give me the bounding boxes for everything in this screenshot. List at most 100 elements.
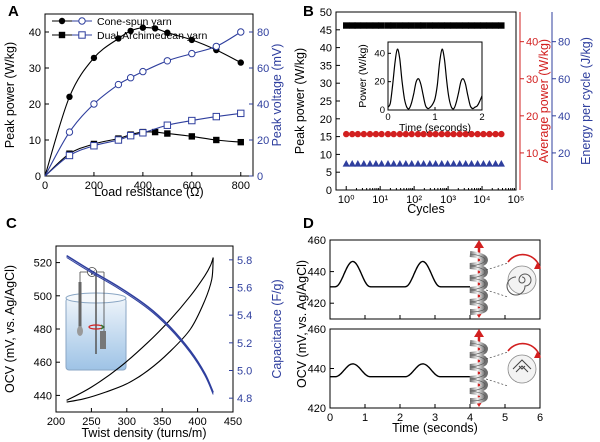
data-point-b xyxy=(450,130,457,138)
y-tick-label-left-b: 35 xyxy=(320,60,332,72)
x-tick-label-d: 5 xyxy=(502,412,508,424)
series-a xyxy=(44,24,245,177)
y-tick-label-mid-b: 10 xyxy=(526,148,538,160)
data-point-b xyxy=(419,160,428,167)
panel-c: C 200 250 300 350 400 450 440 460 480 500 520 4.8… xyxy=(3,215,284,440)
data-point-a xyxy=(66,93,73,101)
inset-y-axis-label: Power (W/kg) xyxy=(357,44,369,108)
data-point-a xyxy=(90,100,98,108)
y-tick-label-left-a: 20 xyxy=(29,99,41,111)
data-point-b xyxy=(420,22,427,29)
data-point-b xyxy=(444,160,452,167)
data-point-b xyxy=(408,22,415,29)
series-line-c xyxy=(66,257,214,401)
data-point-b xyxy=(348,160,356,167)
x-ticks-c: 200 250 300 350 400 450 xyxy=(47,408,242,428)
legend-marker-cone-voltage xyxy=(78,17,86,25)
data-point-b xyxy=(366,130,374,138)
data-point-b xyxy=(456,130,463,138)
x-ticks-a: 0 200 400 600 800 xyxy=(42,172,250,192)
beaker-illustration: V xyxy=(65,267,127,371)
data-point-a xyxy=(237,138,244,146)
data-point-a xyxy=(139,129,147,137)
data-point-a xyxy=(237,109,245,118)
x-tick-label-b: 10¹ xyxy=(372,194,388,206)
data-point-b xyxy=(354,22,362,29)
data-point-b xyxy=(390,130,397,138)
data-point-b xyxy=(396,22,404,29)
data-point-b xyxy=(366,160,374,167)
y-tick-label-left-b: 20 xyxy=(320,114,332,126)
data-point-a xyxy=(139,67,147,76)
data-point-b xyxy=(462,130,469,138)
y-tick-label-right-c: 4.8 xyxy=(237,393,252,405)
y-tick-label-d: 460 xyxy=(308,235,326,247)
data-point-b xyxy=(384,160,392,167)
y-tick-label-mid-b: 30 xyxy=(526,74,538,86)
ocv-trace-bottom xyxy=(329,363,470,378)
y-tick-label-right-a: 60 xyxy=(257,63,269,75)
x-tick-label-a: 600 xyxy=(183,180,201,192)
data-point-b xyxy=(349,130,356,138)
x-tick-label-d: 1 xyxy=(362,412,368,424)
x-tick-label-b: 10² xyxy=(406,194,422,206)
data-point-b xyxy=(377,160,386,167)
x-tick-label-c: 200 xyxy=(47,416,65,428)
data-point-b xyxy=(438,160,446,167)
electrode-left-tip xyxy=(77,326,83,336)
y-tick-label-left-b: 45 xyxy=(320,25,332,37)
x-tick-label-a: 0 xyxy=(42,180,48,192)
data-point-b xyxy=(468,22,475,29)
series-line-c xyxy=(66,255,214,393)
legend-marker-cone xyxy=(58,17,66,25)
y-tick-label-left-c: 520 xyxy=(34,258,52,270)
y-tick-label-right-c: 5.0 xyxy=(237,366,252,378)
data-point-b xyxy=(354,160,362,167)
y-tick-label-left-a: 40 xyxy=(29,27,41,39)
y-tick-label-right-b: 20 xyxy=(558,148,570,160)
panel-d: D 420 440 460 0 1 2 3 4 5 6 420 440 460 xyxy=(295,215,543,435)
y-tick-label-left-b: 5 xyxy=(326,167,332,179)
data-point-a xyxy=(151,25,159,32)
panel-letter-a: A xyxy=(8,3,19,20)
data-point-a xyxy=(163,57,172,65)
x-tick-label-b: 10³ xyxy=(440,194,456,206)
y-tick-label-left-b: 15 xyxy=(320,132,332,144)
data-point-a xyxy=(188,49,196,58)
data-point-b xyxy=(378,130,385,138)
y-tick-label-left-a: 10 xyxy=(29,135,41,147)
x-tick-label-a: 400 xyxy=(134,180,152,192)
data-point-b xyxy=(474,160,482,167)
series-line-c xyxy=(66,257,214,395)
data-point-b xyxy=(396,130,404,138)
x-tick-label-a: 200 xyxy=(85,180,103,192)
data-point-b xyxy=(402,130,410,138)
x-tick-label-d: 0 xyxy=(327,412,333,424)
data-point-b xyxy=(474,130,481,138)
data-point-a xyxy=(126,74,135,82)
y-tick-label-left-c: 440 xyxy=(34,390,52,402)
data-point-b xyxy=(408,160,416,167)
x-axis-label-b: Cycles xyxy=(407,202,445,216)
data-point-b xyxy=(467,160,476,167)
inset-y-tick-label: 40 xyxy=(374,48,385,59)
panel-b: B 10⁰ 10¹ 10² 10³ 10⁴ 10⁵ 0510152025303540455… xyxy=(293,3,593,216)
y-tick-label-left-c: 460 xyxy=(34,357,52,369)
data-point-a xyxy=(114,80,123,89)
x-axis-label-a: Load resistance (Ω) xyxy=(94,185,203,199)
x-tick-label-a: 800 xyxy=(232,180,250,192)
data-point-b xyxy=(343,130,350,138)
y-ticks-mid-b: 10 20 30 40 xyxy=(520,37,538,160)
y-tick-label-left-c: 480 xyxy=(34,324,52,336)
data-point-b xyxy=(474,22,481,29)
y-tick-label-right-a: 0 xyxy=(257,171,263,183)
y-tick-label-left-a: 30 xyxy=(29,63,41,75)
series-c xyxy=(66,255,214,403)
ticks-d: 420 440 460 0 1 2 3 4 5 6 420 440 460 xyxy=(308,235,543,424)
data-point-b xyxy=(354,130,362,138)
data-point-a xyxy=(90,54,98,62)
legend-a: Cone-spun yarn Dual-Archimedean yarn xyxy=(52,16,207,42)
data-point-b xyxy=(456,22,463,29)
y-tick-label-right-b: 60 xyxy=(558,74,570,86)
